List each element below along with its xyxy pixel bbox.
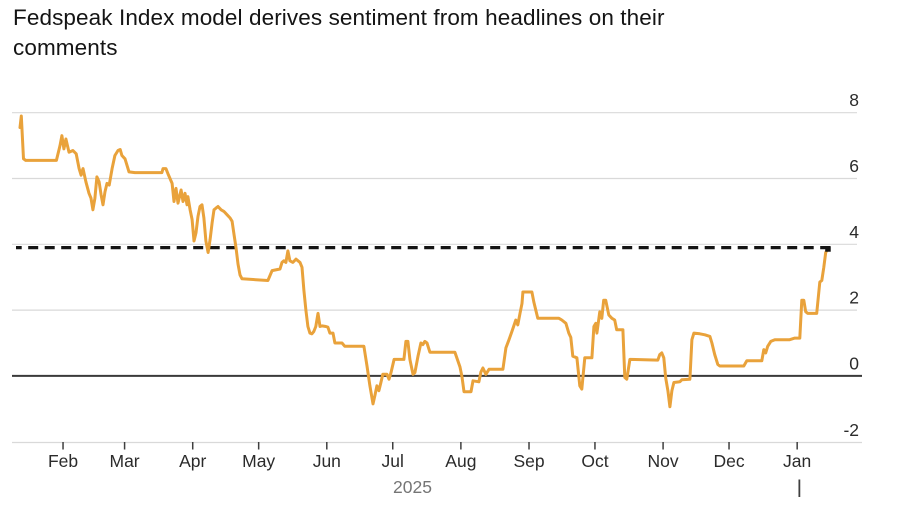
- y-axis-label--2: -2: [843, 420, 859, 440]
- y-axis-label-2: 2: [849, 288, 859, 308]
- y-axis-label-4: 4: [849, 222, 859, 242]
- x-axis-label-jan: Jan: [783, 451, 811, 471]
- year-label: 2025: [393, 477, 432, 497]
- chart-title: Fedspeak Index model derives sentiment f…: [13, 5, 665, 60]
- x-axis-label-nov: Nov: [648, 451, 679, 471]
- x-axis-label-apr: Apr: [179, 451, 206, 471]
- y-axis-label-6: 6: [849, 156, 859, 176]
- x-axis-label-jul: Jul: [382, 451, 404, 471]
- y-axis-label-8: 8: [849, 90, 859, 110]
- x-axis-label-may: May: [242, 451, 275, 471]
- x-axis-label-sep: Sep: [513, 451, 544, 471]
- series-end-marker: [825, 246, 831, 252]
- fedspeak-index-line: [18, 114, 830, 409]
- x-axis-label-aug: Aug: [445, 451, 476, 471]
- x-axis-label-jun: Jun: [313, 451, 341, 471]
- y-axis-label-0: 0: [849, 353, 859, 373]
- x-axis-label-dec: Dec: [713, 451, 744, 471]
- x-axis-label-mar: Mar: [110, 451, 140, 471]
- x-axis-label-feb: Feb: [48, 451, 78, 471]
- x-axis-label-oct: Oct: [581, 451, 608, 471]
